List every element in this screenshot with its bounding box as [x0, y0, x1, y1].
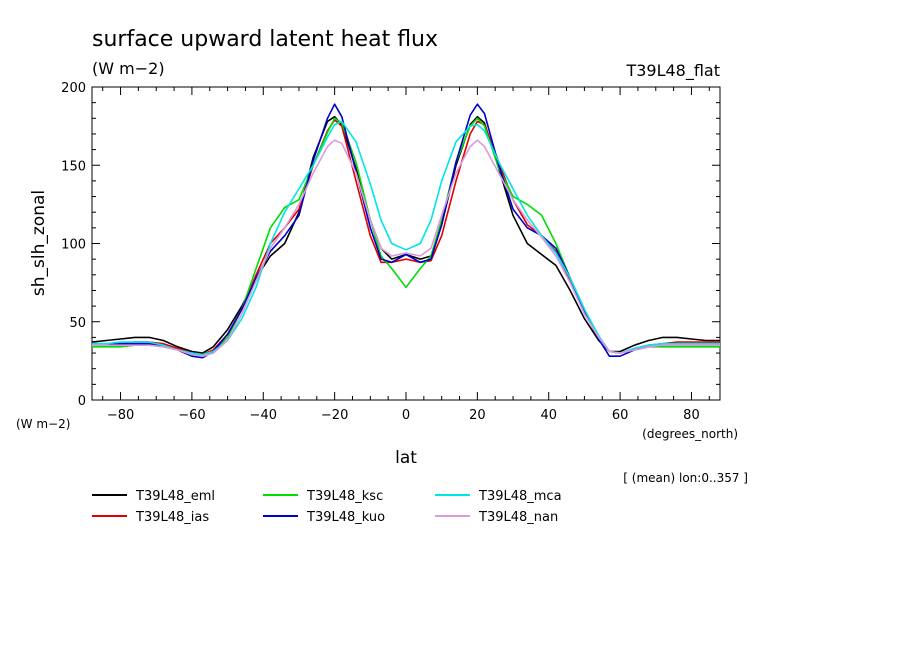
- legend-item: T39L48_nan: [435, 510, 558, 525]
- mean-annotation: [ (mean) lon:0..357 ]: [623, 471, 748, 485]
- x-axis: −80 −60 −40 −20 0 20 40 60 80: [102, 87, 710, 423]
- experiment-label: T39L48_flat: [625, 61, 720, 81]
- x-tick-label: −80: [107, 408, 134, 423]
- series-line-t39l48-kuo: [92, 103, 720, 359]
- legend-item: T39L48_mca: [435, 489, 562, 504]
- y-tick-label: 0: [78, 394, 86, 409]
- legend-label: T39L48_ias: [135, 510, 209, 525]
- x-axis-units: (degrees_north): [642, 427, 738, 441]
- x-tick-label: 60: [612, 408, 629, 423]
- legend-label: T39L48_kuo: [306, 510, 385, 525]
- legend: T39L48_eml T39L48_ias T39L48_ksc T39L48_kuo…: [92, 489, 562, 525]
- x-tick-label: 20: [469, 408, 486, 423]
- y-axis-units: (W m−2): [16, 417, 70, 431]
- y-tick-label: 150: [61, 159, 86, 174]
- legend-label: T39L48_eml: [135, 489, 215, 504]
- series-line-t39l48-ksc: [92, 117, 720, 356]
- legend-item: T39L48_kuo: [263, 510, 385, 525]
- y-tick-label: 100: [61, 238, 86, 253]
- legend-item: T39L48_ksc: [263, 489, 383, 504]
- legend-label: T39L48_ksc: [306, 489, 383, 504]
- legend-label: T39L48_nan: [478, 510, 558, 525]
- y-tick-label: 50: [69, 316, 86, 331]
- x-tick-label: −20: [321, 408, 348, 423]
- x-tick-label: 40: [540, 408, 557, 423]
- x-tick-label: 80: [683, 408, 700, 423]
- legend-label: T39L48_mca: [478, 489, 562, 504]
- series-lines: [91, 103, 720, 359]
- series-line-t39l48-eml: [91, 115, 720, 354]
- series-line-t39l48-ias: [92, 119, 720, 356]
- y-axis: 0 50 100 150 200: [61, 81, 720, 409]
- series-line-t39l48-mca: [92, 120, 720, 356]
- x-tick-label: −60: [178, 408, 205, 423]
- y-tick-label: 200: [61, 81, 86, 96]
- chart-subtitle: (W m−2): [92, 59, 165, 78]
- series-line-t39l48-nan: [92, 139, 720, 358]
- y-axis-label: sh_slh_zonal: [29, 190, 49, 296]
- x-tick-label: 0: [402, 408, 410, 423]
- x-axis-label: lat: [395, 448, 417, 468]
- chart-title: surface upward latent heat flux: [92, 27, 438, 52]
- x-tick-label: −40: [250, 408, 277, 423]
- legend-item: T39L48_eml: [92, 489, 215, 504]
- legend-item: T39L48_ias: [92, 510, 209, 525]
